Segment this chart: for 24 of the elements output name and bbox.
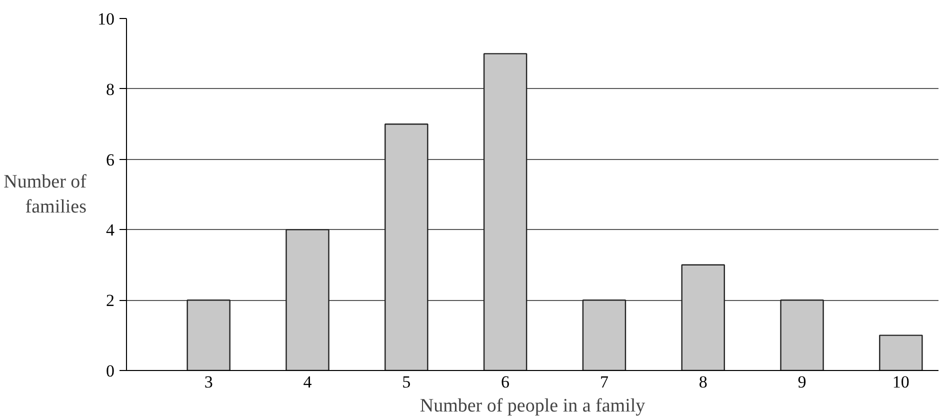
x-tick-label: 3 [204,372,213,392]
bar [681,264,725,370]
x-tick-label: 4 [303,372,312,392]
bar [186,300,230,370]
y-tick-label: 0 [106,362,114,380]
y-tick-label: 2 [106,291,114,310]
bar [879,334,923,370]
x-tick-label: 8 [698,372,708,392]
y-tick-label: 8 [106,80,114,99]
bar [384,124,428,370]
y-axis-title: Number of families [4,171,88,218]
x-tick-label: 6 [501,372,510,392]
bar [582,300,626,370]
x-axis-title: Number of people in a family [420,396,646,416]
bar [286,229,330,370]
bar [483,53,528,370]
x-tick-label: 10 [892,372,910,392]
y-tick-label: 6 [106,150,114,170]
x-tick-label: 9 [798,372,806,392]
y-tick-label: 10 [98,10,114,28]
x-tick-label: 5 [402,372,411,392]
x-tick-label: 7 [600,372,609,392]
bar [780,300,824,370]
y-tick-label: 4 [106,220,115,240]
